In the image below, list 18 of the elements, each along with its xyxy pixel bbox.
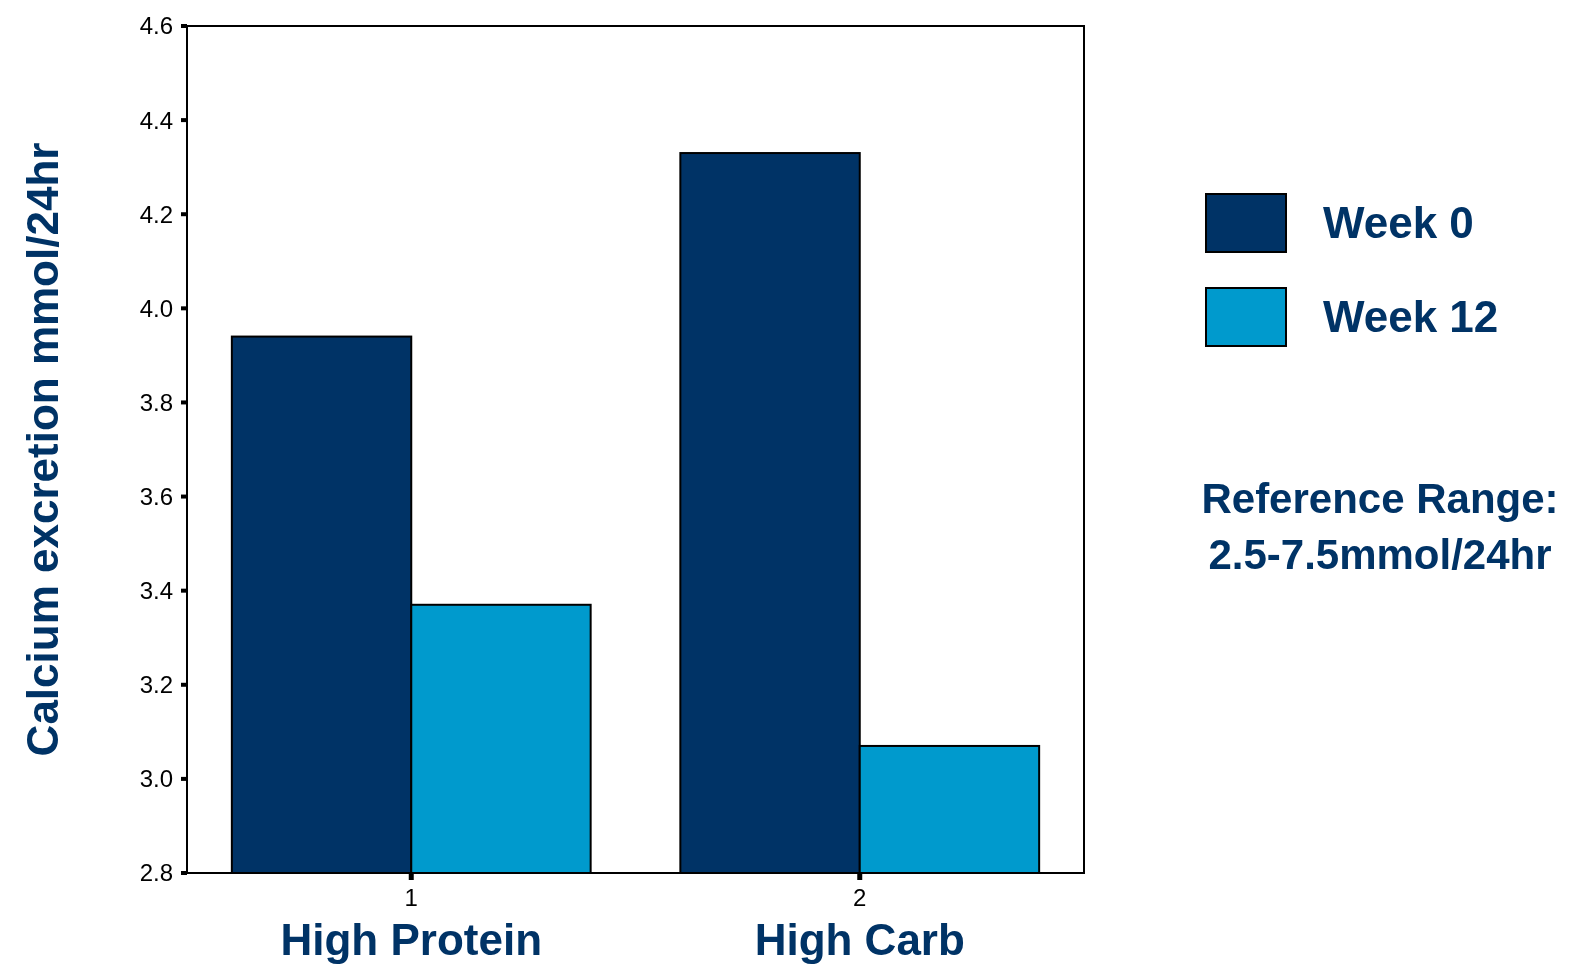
y-tick-label: 3.2 bbox=[139, 671, 173, 699]
x-tick-label: 1 bbox=[404, 884, 418, 911]
y-tick-label: 4.0 bbox=[139, 294, 173, 322]
y-tick-label: 3.6 bbox=[139, 482, 173, 510]
text: High Carb bbox=[754, 915, 965, 964]
y-tick-label: 2.8 bbox=[139, 859, 173, 887]
y-tick-label: 4.4 bbox=[139, 106, 173, 134]
text: High Protein bbox=[280, 915, 543, 964]
y-tick-label: 4.6 bbox=[139, 12, 173, 40]
text: Reference Range: 2.5-7.5mmol/24hr bbox=[1201, 475, 1559, 578]
y-tick-label: 3.0 bbox=[139, 765, 173, 793]
legend-label: Week 0 bbox=[1323, 198, 1474, 248]
legend-label: Week 12 bbox=[1323, 292, 1499, 342]
y-tick-label: 3.8 bbox=[139, 388, 173, 416]
y-axis-title: Calcium excretion mmol/24hr bbox=[18, 142, 67, 757]
x-tick-label: 2 bbox=[853, 884, 867, 911]
y-tick-label: 4.2 bbox=[139, 200, 173, 228]
y-tick-label: 3.4 bbox=[139, 577, 173, 605]
